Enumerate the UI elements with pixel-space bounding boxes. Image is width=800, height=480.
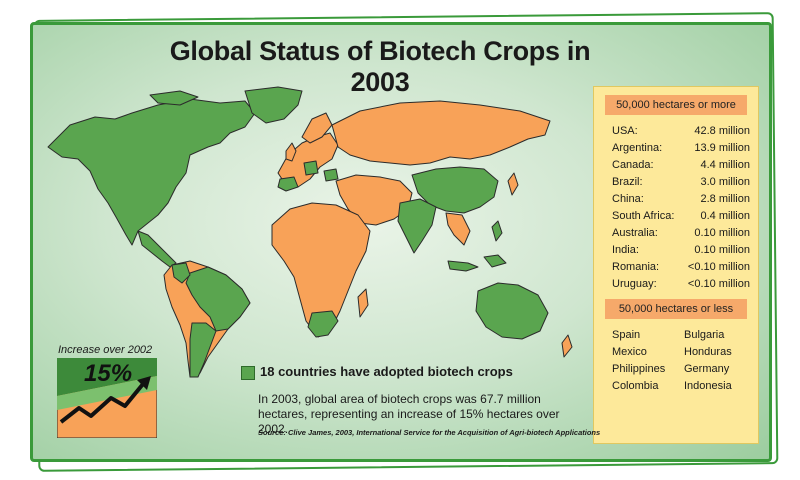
increase-label: Increase over 2002 xyxy=(58,344,153,356)
region-japan xyxy=(507,172,519,196)
country-row: Australia: 0.10 million xyxy=(612,227,750,243)
minor-country: Colombia xyxy=(612,380,659,392)
country-row: South Africa: 0.4 million xyxy=(612,210,750,226)
minor-country: Germany xyxy=(684,363,730,375)
region-russia xyxy=(331,100,551,166)
less-header: 50,000 hectares or less xyxy=(605,299,747,319)
country-row: Brazil: 3.0 million xyxy=(612,176,750,192)
region-philippines xyxy=(491,220,503,242)
more-header: 50,000 hectares or more xyxy=(605,95,747,115)
minor-country: Indonesia xyxy=(684,380,732,392)
increase-graphic xyxy=(57,358,157,438)
country-row: Canada: 4.4 million xyxy=(612,159,750,175)
country-hectares: 42.8 million xyxy=(694,125,750,137)
region-africa xyxy=(271,202,371,338)
country-row: USA: 42.8 million xyxy=(612,125,750,141)
country-name: South Africa: xyxy=(612,210,675,222)
country-row: India: 0.10 million xyxy=(612,244,750,260)
country-name: Argentina: xyxy=(612,142,663,154)
region-southeast-asia xyxy=(445,212,471,246)
region-romania xyxy=(323,168,339,182)
country-name: Uruguay: xyxy=(612,278,657,290)
country-row: Romania: <0.10 million xyxy=(612,261,750,277)
region-new-zealand xyxy=(561,334,573,358)
region-australia xyxy=(475,282,549,340)
increase-value: 15% xyxy=(84,360,133,387)
minor-country: Mexico xyxy=(612,346,647,358)
minor-country: Philippines xyxy=(612,363,666,375)
minor-country: Spain xyxy=(612,329,641,341)
country-hectares: 3.0 million xyxy=(700,176,750,188)
world-map xyxy=(47,86,573,378)
region-uk xyxy=(285,142,297,162)
region-central-america xyxy=(137,230,177,268)
country-hectares: 0.4 million xyxy=(700,210,750,222)
region-argentina xyxy=(189,322,217,378)
region-south-africa xyxy=(307,310,339,338)
hectares-panel: 50,000 hectares or more USA: 42.8 million… xyxy=(593,86,759,444)
country-name: Canada: xyxy=(612,159,654,171)
country-hectares: 2.8 million xyxy=(700,193,750,205)
region-north-america xyxy=(47,98,256,246)
region-brazil xyxy=(185,266,251,332)
region-spain xyxy=(277,176,299,192)
region-arctic-islands xyxy=(149,90,199,106)
country-hectares: 13.9 million xyxy=(694,142,750,154)
minor-country: Honduras xyxy=(684,346,732,358)
region-germany xyxy=(303,160,319,176)
country-hectares: <0.10 million xyxy=(687,261,750,273)
source-note: Source: Clive James, 2003, International… xyxy=(258,428,601,437)
country-hectares: <0.10 million xyxy=(687,278,750,290)
country-hectares: 0.10 million xyxy=(694,227,750,239)
country-name: USA: xyxy=(612,125,638,137)
region-greenland xyxy=(244,86,303,124)
country-hectares: 0.10 million xyxy=(694,244,750,256)
country-hectares: 4.4 million xyxy=(700,159,750,171)
country-row: China: 2.8 million xyxy=(612,193,750,209)
page-title: Global Status of Biotech Crops in 2003 xyxy=(169,36,591,97)
description: In 2003, global area of biotech crops wa… xyxy=(258,392,560,436)
minor-country: Bulgaria xyxy=(684,329,725,341)
region-madagascar xyxy=(357,288,369,318)
country-name: India: xyxy=(612,244,639,256)
region-indonesia xyxy=(447,254,507,272)
country-name: Brazil: xyxy=(612,176,643,188)
country-name: Australia: xyxy=(612,227,658,239)
legend-text: 18 countries have adopted biotech crops xyxy=(260,364,513,379)
country-name: Romania: xyxy=(612,261,660,273)
country-row: Uruguay: <0.10 million xyxy=(612,278,750,294)
country-row: Argentina: 13.9 million xyxy=(612,142,750,158)
country-name: China: xyxy=(612,193,644,205)
region-colombia xyxy=(171,262,191,284)
legend-swatch xyxy=(241,366,255,380)
region-india xyxy=(397,198,437,254)
